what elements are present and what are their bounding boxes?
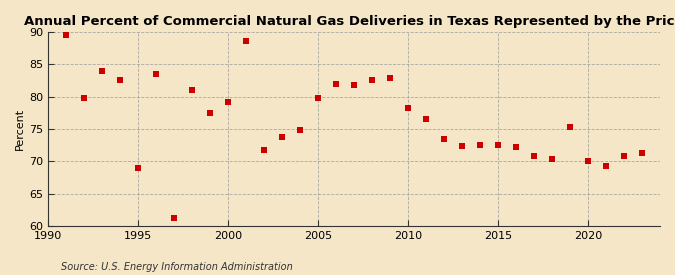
Point: [331, 81, 342, 86]
Point: [295, 128, 306, 132]
Point: [133, 166, 144, 170]
Point: [97, 68, 107, 73]
Y-axis label: Percent: Percent: [15, 108, 25, 150]
Point: [547, 157, 558, 161]
Point: [223, 100, 234, 104]
Point: [457, 144, 468, 148]
Point: [61, 33, 72, 37]
Point: [259, 147, 269, 152]
Point: [637, 151, 647, 156]
Point: [583, 159, 593, 163]
Point: [151, 72, 161, 76]
Point: [475, 143, 485, 147]
Point: [493, 143, 504, 147]
Text: Source: U.S. Energy Information Administration: Source: U.S. Energy Information Administ…: [61, 262, 292, 272]
Title: Annual Percent of Commercial Natural Gas Deliveries in Texas Represented by the : Annual Percent of Commercial Natural Gas…: [24, 15, 675, 28]
Point: [564, 125, 575, 129]
Point: [403, 105, 414, 110]
Point: [349, 83, 360, 87]
Point: [169, 216, 180, 220]
Point: [529, 154, 539, 158]
Point: [439, 136, 450, 141]
Point: [385, 76, 396, 81]
Point: [79, 96, 90, 100]
Point: [205, 111, 215, 116]
Point: [367, 78, 377, 82]
Point: [277, 134, 288, 139]
Point: [241, 39, 252, 43]
Point: [187, 88, 198, 92]
Point: [313, 96, 323, 100]
Point: [510, 145, 521, 149]
Point: [115, 78, 126, 82]
Point: [421, 117, 431, 122]
Point: [618, 154, 629, 158]
Point: [601, 164, 612, 168]
